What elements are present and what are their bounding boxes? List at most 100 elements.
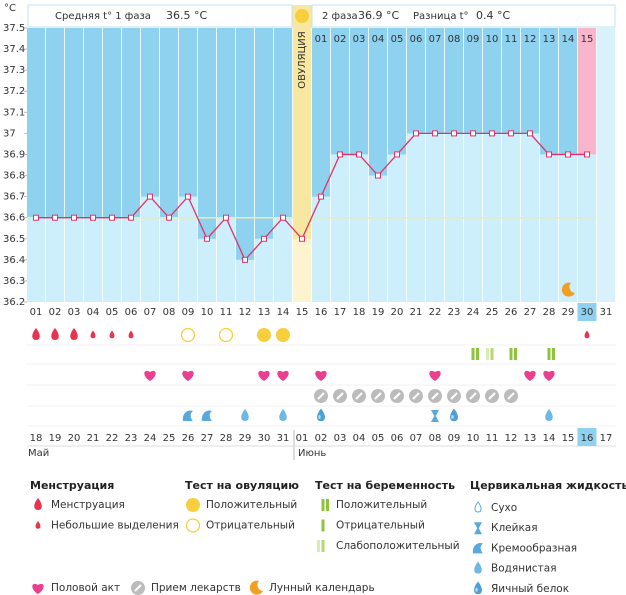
temperature-column — [159, 217, 179, 302]
temperature-point — [128, 214, 134, 221]
drop — [32, 328, 40, 340]
day-label: 30 — [581, 307, 594, 318]
temperature-point — [375, 172, 381, 179]
icon-heart — [429, 370, 441, 381]
ovulation-label: ОВУЛЯЦИЯ — [297, 31, 308, 89]
temperature-point — [318, 193, 324, 200]
date-label: 23 — [125, 433, 138, 444]
bar — [317, 540, 320, 552]
y-tick-label: 36.9 — [3, 149, 25, 160]
legend-title: Цервикальная жидкость — [470, 479, 626, 492]
day-label: 16 — [315, 307, 328, 318]
date-label: 06 — [391, 433, 404, 444]
phase2-day-label: 13 — [543, 34, 556, 45]
date-label: 21 — [87, 433, 100, 444]
temperature-line — [36, 132, 587, 262]
day-label: 11 — [220, 307, 233, 318]
drop — [35, 520, 41, 529]
swirl — [472, 542, 483, 554]
phase2-day-label: 07 — [429, 34, 442, 45]
date-label: 12 — [505, 433, 518, 444]
y-tick-label: 37.4 — [3, 44, 25, 55]
day-label: 02 — [49, 307, 62, 318]
icon-bar-double — [547, 348, 555, 360]
legend-label: Слабоположительный — [336, 540, 460, 552]
temperature-point — [261, 235, 267, 242]
phase2-day-label: 10 — [486, 34, 499, 45]
day-label: 03 — [68, 307, 81, 318]
date-label: 31 — [277, 433, 290, 444]
pill-mark — [393, 392, 401, 400]
date-label: 27 — [201, 433, 214, 444]
day-label: 23 — [448, 307, 461, 318]
phase2-day-label: 06 — [410, 34, 423, 45]
date-label: 03 — [334, 433, 347, 444]
temperature-point — [185, 193, 191, 200]
date-label: 05 — [372, 433, 385, 444]
bar — [321, 540, 325, 552]
icon-heart — [182, 370, 194, 381]
legend-title: Тест на овуляцию — [185, 479, 299, 492]
phase2-day-label: 09 — [467, 34, 480, 45]
temperature-column — [26, 217, 46, 302]
day-label: 08 — [163, 307, 176, 318]
icon-creamy — [201, 410, 212, 421]
date-label: 11 — [486, 433, 499, 444]
icon-drop-small — [109, 330, 115, 339]
temperature-column — [235, 259, 255, 302]
temperature-column — [558, 154, 578, 302]
day-label: 12 — [239, 307, 252, 318]
y-tick-label: 36.3 — [3, 276, 25, 287]
date-label: 17 — [600, 433, 613, 444]
temperature-point — [565, 151, 571, 158]
bar — [326, 499, 329, 511]
icon-pill — [333, 389, 347, 403]
date-label: 28 — [220, 433, 233, 444]
swirl — [201, 410, 212, 421]
day-label: 19 — [372, 307, 385, 318]
date-label: 01 — [296, 433, 309, 444]
icon-eggwhite — [474, 581, 482, 595]
day-label: 01 — [30, 307, 43, 318]
bar — [514, 348, 517, 360]
day-label: 24 — [467, 307, 480, 318]
temperature-column — [311, 196, 331, 302]
icon-pill — [504, 389, 518, 403]
icon-drop — [32, 328, 40, 340]
temperature-point — [356, 151, 362, 158]
shine — [451, 415, 454, 419]
pill-mark — [469, 392, 477, 400]
temperature-column — [121, 217, 141, 302]
pill-mark — [412, 392, 420, 400]
day-label: 14 — [277, 307, 290, 318]
day-label: 20 — [391, 307, 404, 318]
bar — [321, 519, 325, 532]
date-label: 30 — [258, 433, 271, 444]
day-label: 29 — [562, 307, 575, 318]
temperature-point — [223, 214, 229, 221]
temperature-column — [178, 196, 198, 302]
highlight-date-bg — [577, 428, 597, 446]
heart — [315, 370, 327, 381]
phase1-value: 36.5 °C — [166, 9, 207, 22]
icon-bar — [321, 519, 325, 532]
pill-mark — [134, 584, 142, 592]
temperature-column — [102, 217, 122, 302]
temperature-column — [273, 217, 293, 302]
icon-heart — [144, 370, 156, 381]
drop — [241, 409, 249, 421]
icon-bar-double — [321, 499, 329, 511]
icon-pill — [428, 389, 442, 403]
drop — [584, 330, 590, 339]
moon — [561, 282, 575, 297]
drop — [51, 328, 59, 340]
drop — [109, 330, 115, 339]
temperature-point — [546, 151, 552, 158]
temperature-point — [242, 256, 248, 263]
phase2-day-label: 03 — [353, 34, 366, 45]
icon-circle-empty — [218, 327, 234, 343]
temperature-point — [147, 193, 153, 200]
shine — [318, 415, 321, 419]
icon-eggwhite — [317, 408, 325, 422]
date-label: 15 — [562, 433, 575, 444]
